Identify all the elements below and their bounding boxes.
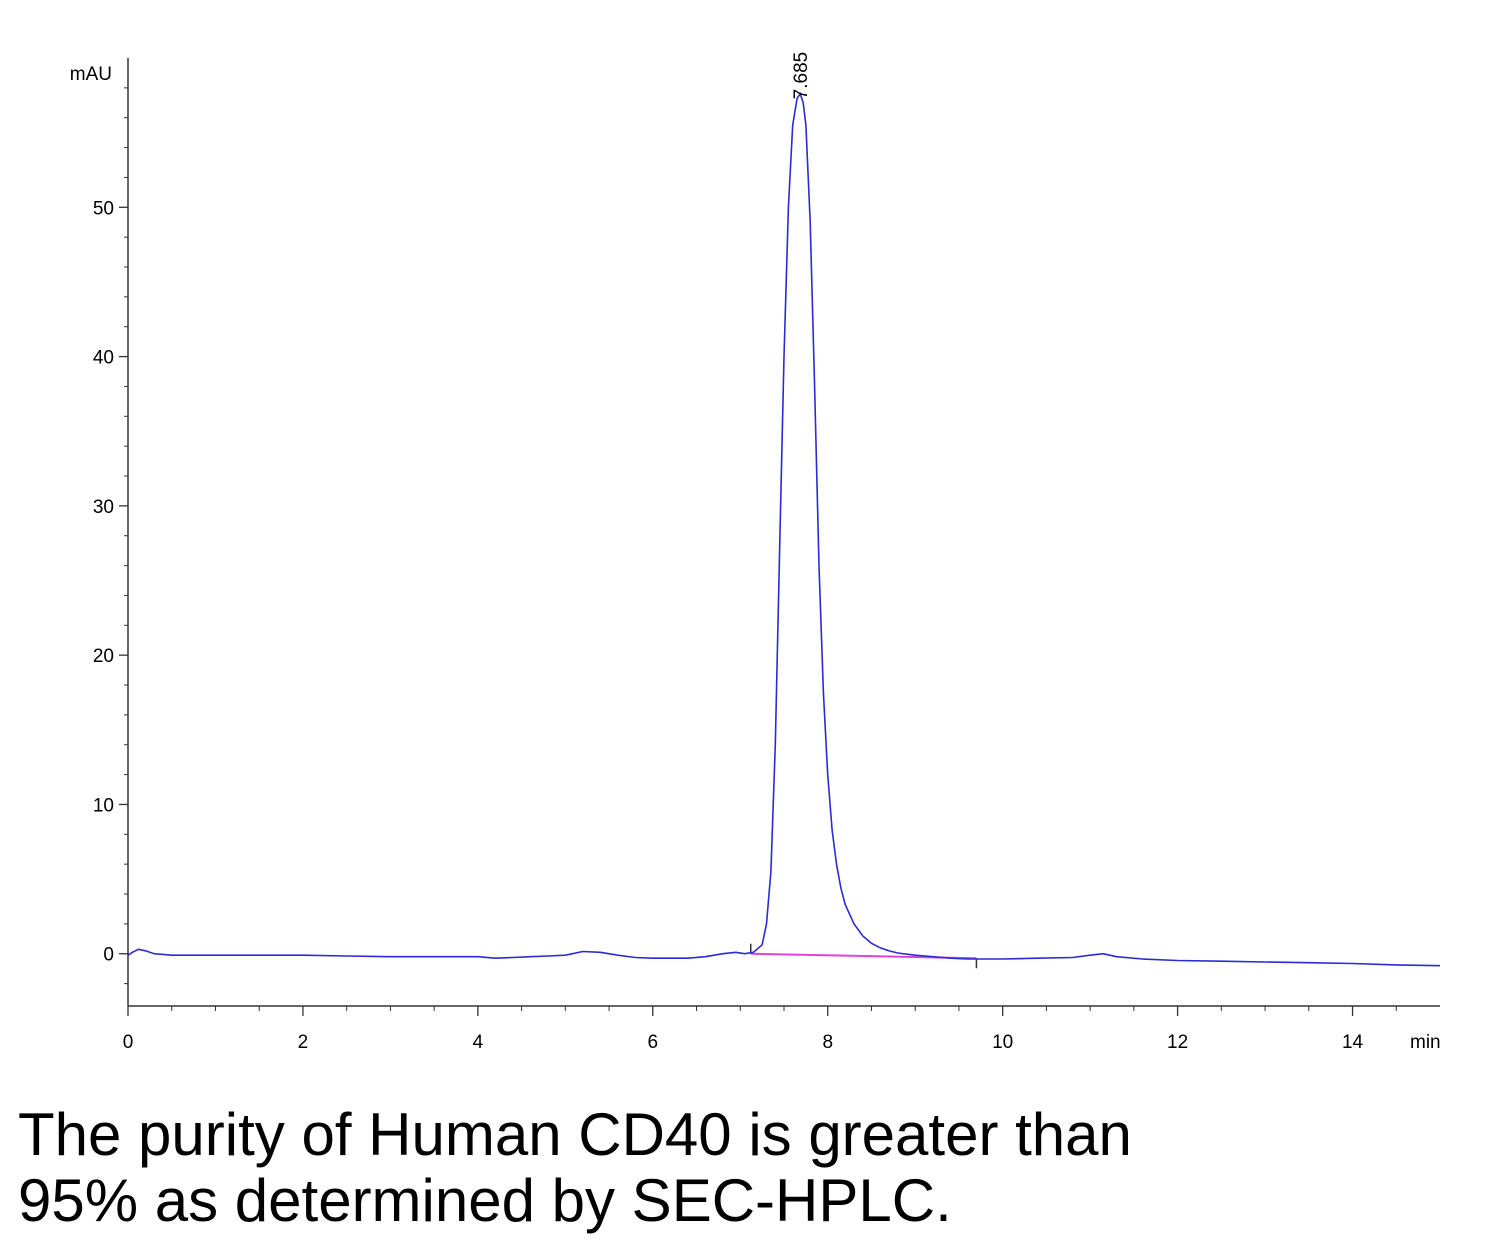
x-axis-major-ticks	[127, 1006, 1354, 1016]
x-axis-unit-label: min	[1410, 1032, 1441, 1053]
x-tick-label: 0	[123, 1032, 134, 1053]
chromatogram-trace	[127, 92, 1441, 967]
y-tick-label: 0	[103, 945, 114, 966]
y-axis-major-ticks	[119, 206, 128, 955]
x-axis-minor-ticks	[171, 1006, 1397, 1011]
x-tick-label: 14	[1342, 1032, 1364, 1053]
y-axis-unit-label: mAU	[70, 64, 112, 85]
caption: The purity of Human CD40 is greater than…	[18, 1102, 1478, 1234]
x-tick-label: 12	[1167, 1032, 1188, 1053]
x-tick-label: 4	[473, 1032, 484, 1053]
y-tick-label: 20	[93, 646, 114, 667]
chromatogram-chart: 0 10 20 30 40 50 0 2 4 6 8 10 12 14 mAU min 7.685	[70, 52, 1441, 1053]
x-tick-label: 8	[822, 1032, 833, 1053]
x-tick-label: 6	[648, 1032, 659, 1053]
caption-line-2: 95% as determined by SEC-HPLC.	[18, 1167, 952, 1234]
y-tick-label: 30	[93, 497, 114, 518]
y-axis-tick-labels: 0 10 20 30 40 50	[93, 198, 114, 965]
x-tick-label: 2	[298, 1032, 309, 1053]
peak-retention-time-label: 7.685	[791, 52, 812, 100]
y-tick-label: 40	[93, 348, 114, 369]
y-tick-label: 50	[93, 198, 114, 219]
caption-line-1: The purity of Human CD40 is greater than	[18, 1101, 1132, 1168]
x-axis-tick-labels: 0 2 4 6 8 10 12 14	[123, 1032, 1364, 1053]
x-tick-label: 10	[992, 1032, 1013, 1053]
y-tick-label: 10	[93, 795, 114, 816]
